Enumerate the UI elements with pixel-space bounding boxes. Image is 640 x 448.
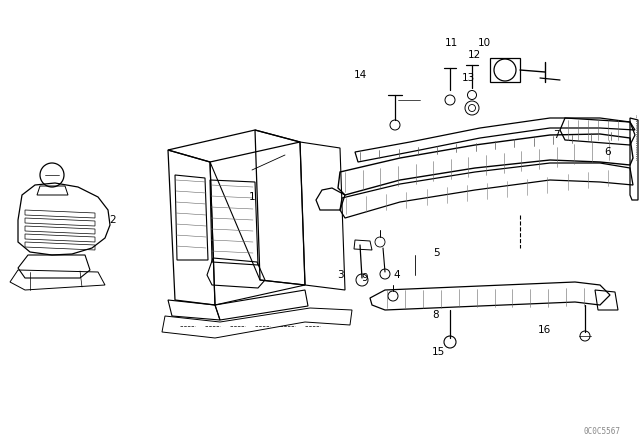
Text: 2: 2 bbox=[109, 215, 116, 225]
Text: 0C0C5567: 0C0C5567 bbox=[583, 427, 620, 436]
Text: 9: 9 bbox=[362, 273, 368, 283]
Text: 15: 15 bbox=[431, 347, 445, 357]
Text: 12: 12 bbox=[467, 50, 481, 60]
Text: 1: 1 bbox=[249, 192, 255, 202]
Text: 4: 4 bbox=[394, 270, 400, 280]
Text: 10: 10 bbox=[477, 38, 491, 48]
Text: 16: 16 bbox=[538, 325, 550, 335]
Text: 3: 3 bbox=[337, 270, 343, 280]
Text: 11: 11 bbox=[444, 38, 458, 48]
Text: 8: 8 bbox=[433, 310, 439, 320]
Text: 14: 14 bbox=[353, 70, 367, 80]
Text: 13: 13 bbox=[461, 73, 475, 83]
Text: 5: 5 bbox=[433, 248, 439, 258]
Text: 6: 6 bbox=[605, 147, 611, 157]
Text: 7: 7 bbox=[553, 130, 559, 140]
